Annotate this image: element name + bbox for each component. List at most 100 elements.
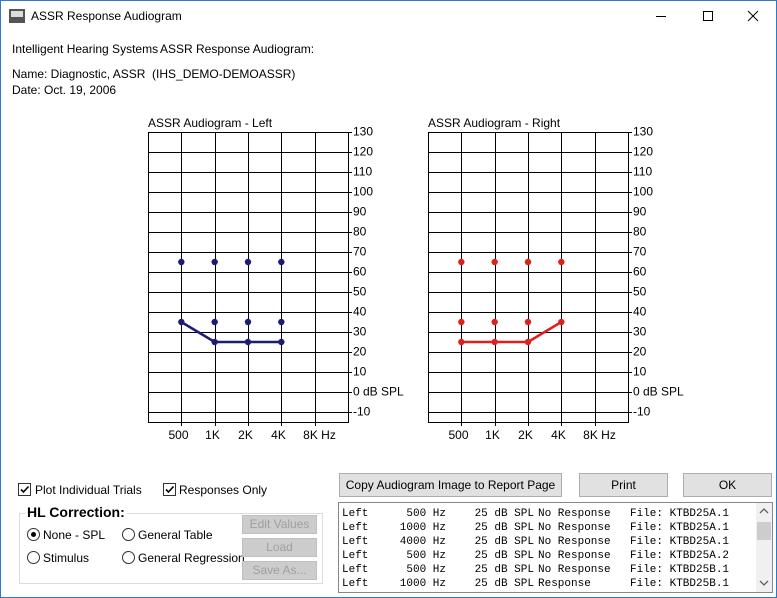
trial-point [278, 258, 285, 266]
checkbox-label[interactable]: Plot Individual Trials [35, 483, 142, 497]
threshold-line [461, 320, 562, 344]
trial-point [491, 258, 498, 266]
radio-label[interactable]: Stimulus [43, 551, 90, 565]
x-tick-label: 1K [485, 428, 500, 442]
log-cell: 1000 Hz [399, 578, 446, 590]
x-tick-label: 8K Hz [583, 428, 616, 442]
log-row[interactable]: Left 500 Hz 25 dB SPL No Response File: KTBD… [342, 508, 757, 522]
y-tick-label: 40 [353, 305, 367, 319]
copy-button[interactable]: Copy Audiogram Image to Report Page [339, 473, 562, 497]
log-row[interactable]: Left 500 Hz 25 dB SPL No Response File: KTBD… [342, 564, 757, 578]
log-cell: Left [342, 522, 369, 534]
y-tick-label: 50 [633, 285, 647, 299]
log-cell: Left [342, 550, 369, 562]
check-mark [165, 485, 175, 494]
ok-button[interactable]: OK [683, 473, 772, 497]
y-tick-label: 30 [353, 325, 367, 339]
log-cell: File: KTBD25A.1 [630, 508, 730, 520]
y-tick-label: 40 [633, 305, 647, 319]
log-row[interactable]: Left 4000 Hz 25 dB SPL No Response File: KTB… [342, 536, 757, 550]
log-cell: 25 dB SPL [474, 578, 534, 590]
trial-point [458, 318, 465, 326]
log-cell: 500 Hz [406, 564, 446, 576]
trial-point [491, 338, 498, 346]
radio-label[interactable]: General Regression [138, 551, 245, 565]
radio[interactable] [122, 528, 135, 541]
log-cell: No Response [538, 564, 611, 576]
log-cell: 4000 Hz [399, 536, 446, 548]
y-tick-label: 70 [633, 245, 647, 259]
checkbox[interactable] [163, 483, 176, 496]
log-cell: Left [342, 564, 369, 576]
radio-label[interactable]: None - SPL [43, 528, 106, 542]
trial-point [524, 318, 532, 326]
hl-correction-group [19, 513, 323, 584]
log-cell: No Response [538, 508, 611, 520]
log-cell: No Response [538, 522, 611, 534]
print-button[interactable]: Print [579, 473, 668, 497]
y-tick-label: 90 [353, 205, 367, 219]
log-cell: File: KTBD25B.1 [630, 578, 730, 590]
y-tick-label: 20 [353, 345, 367, 359]
trial-point [244, 258, 252, 266]
title-bar: ASSR Response Audiogram [1, 1, 776, 31]
trial-point [558, 318, 565, 326]
y-tick-label: 30 [633, 325, 647, 339]
x-tick-label: 2K [518, 428, 533, 442]
scrollbar-parts[interactable] [756, 503, 772, 592]
log-cell: Left [342, 536, 369, 548]
log-list[interactable]: Left 500 Hz 25 dB SPL No Response File: KTBD… [338, 502, 773, 593]
threshold-line [180, 320, 282, 344]
y-tick-label: 90 [633, 205, 647, 219]
chart-title: ASSR Audiogram - Left [148, 116, 273, 130]
y-tick-label: 120 [353, 145, 373, 159]
trial-point [244, 318, 252, 326]
trial-point [524, 258, 532, 266]
x-tick-label: 8K Hz [303, 428, 336, 442]
window-controls[interactable] [641, 1, 776, 31]
radio[interactable] [27, 551, 40, 564]
y-tick-label: -10 [353, 405, 371, 419]
y-tick-label: 100 [353, 185, 373, 199]
log-cell: No Response [538, 550, 611, 562]
y-tick-label: 0 dB SPL [353, 385, 404, 399]
window-title: ASSR Response Audiogram [31, 9, 182, 23]
trial-point [558, 258, 565, 266]
radio[interactable] [27, 528, 40, 541]
x-tick-label: 500 [448, 428, 468, 442]
disabled-button: Load [242, 538, 317, 557]
trial-point [491, 318, 498, 326]
disabled-button: Edit Values [242, 515, 317, 534]
x-tick-label: 4K [271, 428, 286, 442]
trial-point [244, 338, 252, 346]
trial-point [211, 258, 218, 266]
log-cell: File: KTBD25A.1 [630, 536, 730, 548]
checkbox-label[interactable]: Responses Only [179, 483, 268, 497]
log-cell: 25 dB SPL [474, 522, 534, 534]
company: Intelligent Hearing Systems [12, 42, 159, 56]
radio-label[interactable]: General Table [138, 528, 213, 542]
checkbox[interactable] [18, 483, 31, 496]
trial-point [524, 338, 532, 346]
app-icon [9, 9, 25, 23]
trial-point [178, 258, 185, 266]
y-tick-label: 20 [633, 345, 647, 359]
y-tick-label: 80 [353, 225, 367, 239]
group-title: HL Correction: [25, 504, 127, 520]
y-tick-label: 80 [633, 225, 647, 239]
radio[interactable] [122, 551, 135, 564]
trial-point [458, 258, 465, 266]
log-cell: Response [538, 578, 591, 590]
audiograms: ASSR Audiogram - Left -10 0 dB SPL 10 20 30 40… [148, 116, 684, 442]
y-tick-label: 110 [353, 165, 372, 179]
log-row[interactable]: Left 500 Hz 25 dB SPL No Response File: KTBD… [342, 550, 757, 564]
log-cell: File: KTBD25A.2 [630, 550, 730, 562]
log-row[interactable]: Left 1000 Hz 25 dB SPL No Response File: KTB… [342, 522, 757, 536]
y-tick-label: -10 [633, 405, 651, 419]
x-tick-label: 500 [168, 428, 188, 442]
trial-point [458, 338, 465, 346]
y-tick-label: 130 [353, 125, 373, 139]
scrollbar[interactable] [756, 503, 772, 592]
log-row[interactable]: Left 1000 Hz 25 dB SPL Response File: KTBD25… [342, 578, 757, 592]
